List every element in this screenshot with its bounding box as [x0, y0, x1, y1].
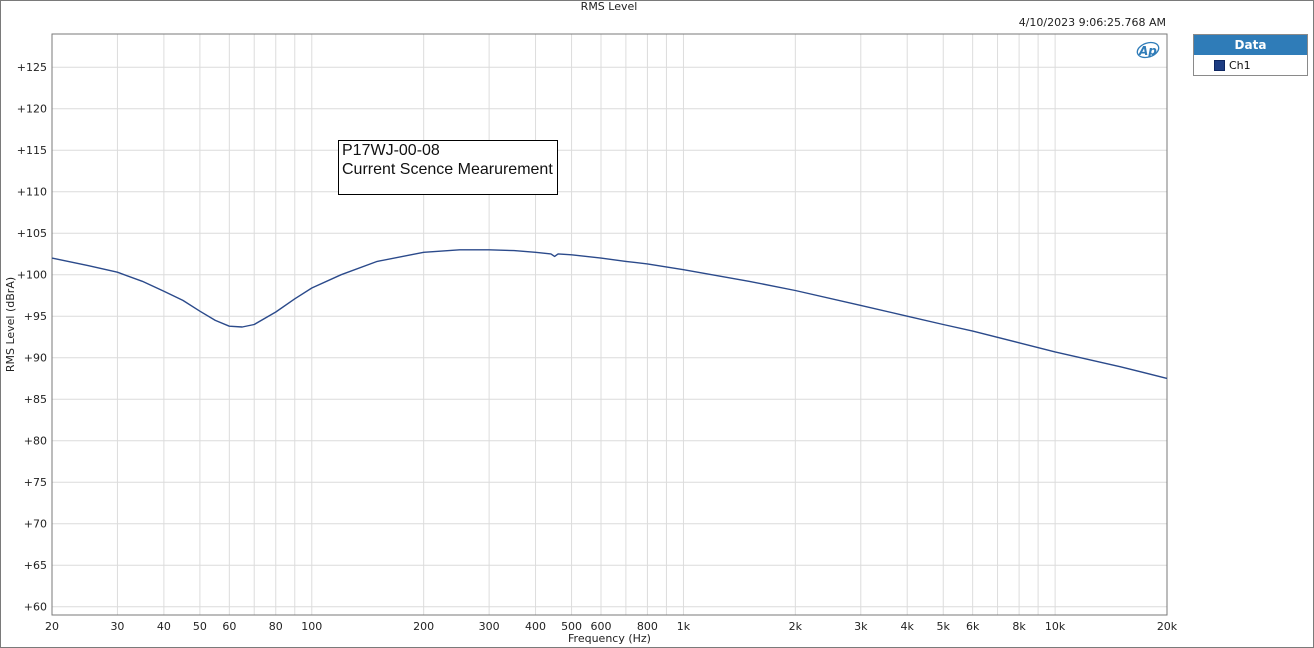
y-tick-label: +95 — [24, 310, 47, 323]
x-tick-label: 40 — [157, 620, 171, 633]
x-tick-label: 10k — [1045, 620, 1066, 633]
x-tick-label: 3k — [854, 620, 868, 633]
x-tick-label: 50 — [193, 620, 207, 633]
y-tick-label: +100 — [17, 269, 47, 282]
x-tick-label: 20 — [45, 620, 59, 633]
series-layer — [51, 249, 1168, 380]
y-tick-label: +110 — [17, 186, 47, 199]
x-tick-label: 200 — [413, 620, 434, 633]
legend-label: Ch1 — [1229, 58, 1251, 72]
svg-text:Ap: Ap — [1138, 44, 1157, 58]
x-tick-label: 4k — [901, 620, 915, 633]
y-tick-label: +120 — [17, 103, 47, 116]
x-tick-label: 1k — [677, 620, 691, 633]
x-tick-label: 800 — [637, 620, 658, 633]
x-axis-ticks: 20 30 40 50 60 80 100 200 300 400 500 600 800 1k 2k 3k 4… — [45, 620, 1178, 633]
y-tick-label: +60 — [24, 601, 47, 614]
y-tick-label: +65 — [24, 559, 47, 572]
y-tick-label: +85 — [24, 393, 47, 406]
legend-item-ch1[interactable]: Ch1 — [1194, 55, 1307, 75]
y-axis-ticks: +60 +65 +70 +75 +80 +85 +90 +95 +100 +105 +110 +115… — [17, 61, 47, 614]
annotation-line-1: P17WJ-00-08 — [342, 142, 440, 159]
x-tick-label: 300 — [479, 620, 500, 633]
x-tick-label: 30 — [110, 620, 124, 633]
y-tick-label: +105 — [17, 227, 47, 240]
chart-title: RMS Level — [580, 0, 638, 13]
x-tick-label: 6k — [966, 620, 980, 633]
timestamp: 4/10/2023 9:06:25.768 AM — [1018, 16, 1166, 29]
x-tick-label: 2k — [789, 620, 803, 633]
x-tick-label: 400 — [525, 620, 546, 633]
y-tick-label: +115 — [17, 144, 47, 157]
x-tick-label: 8k — [1012, 620, 1026, 633]
x-tick-label: 100 — [301, 620, 322, 633]
legend-title: Data — [1194, 35, 1307, 55]
x-tick-label: 5k — [937, 620, 951, 633]
y-tick-label: +125 — [17, 61, 47, 74]
y-tick-label: +80 — [24, 435, 47, 448]
ap-logo-icon: Ap — [1136, 41, 1160, 59]
x-tick-label: 500 — [561, 620, 582, 633]
legend: Data Ch1 — [1193, 34, 1308, 76]
x-tick-label: 60 — [222, 620, 236, 633]
x-tick-label: 80 — [269, 620, 283, 633]
y-axis-title: RMS Level (dBrA) — [4, 277, 17, 372]
y-tick-label: +75 — [24, 476, 47, 489]
x-tick-label: 20k — [1157, 620, 1178, 633]
annotation-line-2: Current Scence Mearurement — [342, 161, 553, 178]
annotation-box[interactable]: P17WJ-00-08 Current Scence Mearurement — [338, 140, 558, 195]
grid-lines — [51, 34, 1168, 615]
series-line-ch1 — [51, 249, 1168, 380]
plot-border — [51, 33, 1168, 616]
y-tick-label: +70 — [24, 518, 47, 531]
x-axis-title: Frequency (Hz) — [568, 632, 651, 645]
legend-swatch — [1214, 59, 1225, 71]
x-tick-label: 600 — [590, 620, 611, 633]
y-tick-label: +90 — [24, 352, 47, 365]
